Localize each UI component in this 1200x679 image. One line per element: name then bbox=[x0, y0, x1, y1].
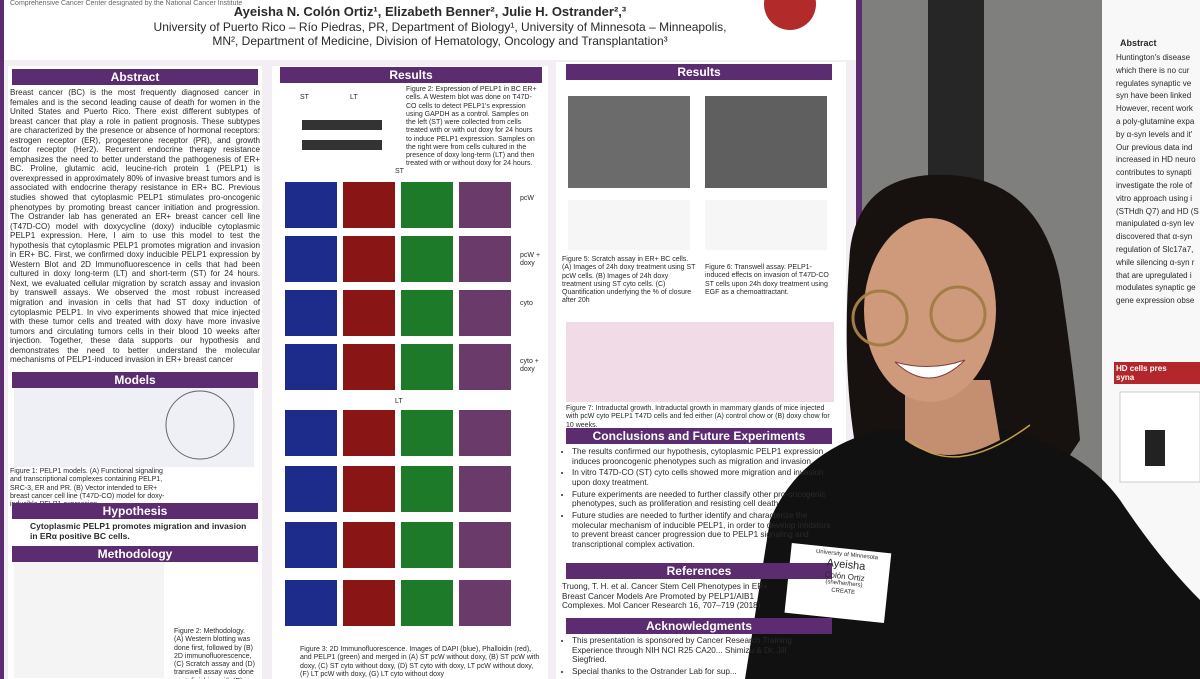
figure-caption: Figure 7: Intraductal growth. Intraducta… bbox=[566, 405, 830, 429]
label: cyto + doxy bbox=[520, 358, 539, 374]
micrograph bbox=[343, 410, 395, 456]
micrographs bbox=[285, 182, 511, 626]
micrograph bbox=[459, 344, 511, 390]
transwell-chart bbox=[705, 200, 827, 250]
micrograph bbox=[401, 580, 453, 626]
section-title: Results bbox=[280, 67, 542, 83]
right-poster-text: Huntington's disease which there is no c… bbox=[1116, 53, 1199, 306]
micrograph bbox=[285, 522, 337, 568]
micrograph bbox=[459, 522, 511, 568]
label: ST bbox=[300, 94, 309, 101]
section-title: Abstract bbox=[12, 69, 258, 85]
section-title: Results bbox=[566, 64, 832, 80]
figure-caption: Figure 5: Scratch assay in ER+ BC cells.… bbox=[562, 256, 696, 305]
label: LT bbox=[395, 398, 403, 405]
micrograph bbox=[343, 182, 395, 228]
micrograph bbox=[285, 466, 337, 512]
micrograph bbox=[459, 466, 511, 512]
micrograph bbox=[401, 522, 453, 568]
section-title: Acknowledgments bbox=[566, 618, 832, 634]
glasses bbox=[851, 289, 909, 347]
figure-caption: Figure 6: Transwell assay. PELP1-induced… bbox=[705, 264, 829, 296]
micrograph bbox=[401, 290, 453, 336]
micrograph bbox=[343, 290, 395, 336]
label: pcW bbox=[520, 195, 534, 202]
conclusions-list: The results confirmed our hypothesis, cy… bbox=[562, 447, 832, 552]
micrograph bbox=[401, 410, 453, 456]
reference: Truong, T. H. et al. Cancer Stem Cell Ph… bbox=[562, 582, 768, 611]
list-item: Special thanks to the Ostrander Lab for … bbox=[572, 667, 812, 677]
list-item: This presentation is sponsored by Cancer… bbox=[572, 636, 812, 665]
label: cyto bbox=[520, 300, 533, 307]
affiliations: University of Puerto Rico – Río Piedras,… bbox=[153, 20, 727, 49]
right-poster-heading: HD cells pres syna bbox=[1116, 364, 1167, 383]
micrograph bbox=[459, 580, 511, 626]
right-poster-title: Abstract bbox=[1120, 38, 1157, 48]
micrograph bbox=[285, 344, 337, 390]
western-blot bbox=[302, 120, 382, 130]
micrograph bbox=[285, 580, 337, 626]
label: pcW + doxy bbox=[520, 252, 541, 268]
label: LT bbox=[350, 94, 358, 101]
micrograph bbox=[343, 344, 395, 390]
poster-header bbox=[4, 0, 856, 60]
methodology-figure bbox=[14, 560, 164, 678]
scratch-chart bbox=[568, 200, 690, 250]
figure-caption: Figure 3: 2D Immunofluorescence. Images … bbox=[300, 646, 540, 678]
micrograph bbox=[459, 236, 511, 282]
section-title: Models bbox=[12, 372, 258, 388]
micrograph bbox=[285, 410, 337, 456]
micrograph bbox=[343, 522, 395, 568]
hypothesis-text: Cytoplasmic PELP1 promotes migration and… bbox=[30, 521, 247, 542]
micrograph bbox=[285, 236, 337, 282]
list-item: Future experiments are needed to further… bbox=[572, 490, 832, 509]
micrograph bbox=[285, 290, 337, 336]
histology bbox=[566, 322, 834, 402]
micrograph bbox=[343, 236, 395, 282]
western-blot bbox=[302, 140, 382, 150]
micrograph bbox=[459, 290, 511, 336]
micrograph bbox=[401, 344, 453, 390]
micrograph bbox=[285, 182, 337, 228]
smile bbox=[894, 359, 966, 379]
micrograph bbox=[343, 580, 395, 626]
micrograph bbox=[401, 466, 453, 512]
acknowledgments-list: This presentation is sponsored by Cancer… bbox=[562, 636, 812, 679]
name-tag bbox=[784, 542, 892, 624]
micrograph bbox=[459, 182, 511, 228]
section-title: Conclusions and Future Experiments bbox=[566, 428, 832, 444]
list-item: Future studies are needed to further ide… bbox=[572, 511, 832, 550]
right-poster-bar-mark bbox=[1145, 430, 1165, 466]
institution: Comprehensive Cancer Center designated b… bbox=[10, 0, 243, 7]
micrograph bbox=[401, 182, 453, 228]
logo bbox=[764, 0, 816, 30]
necklace bbox=[909, 424, 1031, 458]
glasses bbox=[929, 285, 987, 343]
transwell-images bbox=[705, 96, 827, 188]
figure-caption: Figure 2: Methodology. (A) Western blott… bbox=[174, 628, 255, 679]
authors: Ayeisha N. Colón Ortiz¹, Elizabeth Benne… bbox=[233, 4, 627, 19]
vector-map bbox=[165, 390, 235, 460]
abstract-text: Breast cancer (BC) is the most frequentl… bbox=[10, 88, 260, 365]
section-title: References bbox=[566, 563, 832, 579]
list-item: In vitro T47D-CO (ST) cyto cells showed … bbox=[572, 468, 832, 487]
micrograph bbox=[343, 466, 395, 512]
micrograph bbox=[401, 236, 453, 282]
scratch-images bbox=[568, 96, 690, 188]
models-figure bbox=[14, 385, 254, 467]
micrograph bbox=[459, 410, 511, 456]
list-item: The results confirmed our hypothesis, cy… bbox=[572, 447, 832, 466]
label: ST bbox=[395, 168, 404, 175]
section-title: Hypothesis bbox=[12, 503, 258, 519]
figure-caption: Figure 2: Expression of PELP1 in BC ER+ … bbox=[406, 86, 537, 168]
right-poster-bar bbox=[1114, 362, 1200, 384]
section-title: Methodology bbox=[12, 546, 258, 562]
